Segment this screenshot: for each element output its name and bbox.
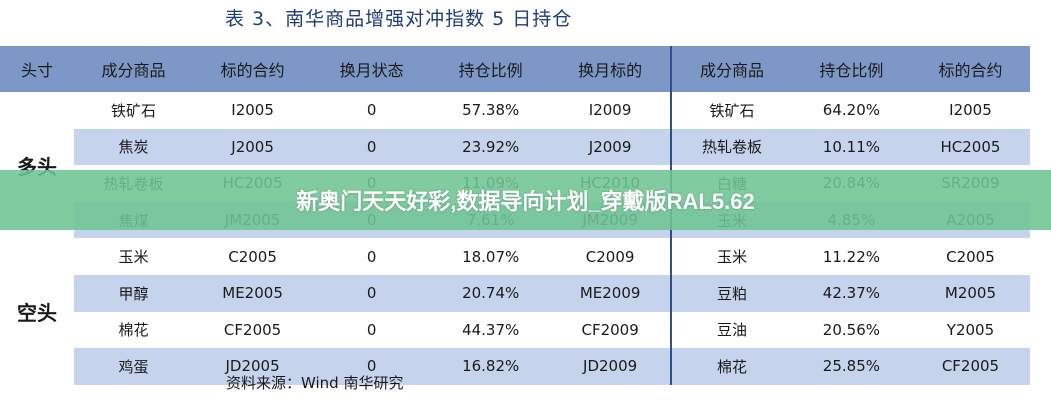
table-cell: J2005 bbox=[193, 128, 313, 166]
header-cell: 换月标的 bbox=[550, 46, 672, 92]
table-row: 焦炭 J2005 0 23.92% J2009 热轧卷板 10.11% HC2005 bbox=[0, 128, 1030, 166]
table-title: 表 3、南华商品增强对冲指数 5 日持仓 bbox=[225, 8, 573, 30]
table-cell: 甲醇 bbox=[74, 274, 194, 312]
header-cell: 持仓比例 bbox=[431, 46, 551, 92]
header-cell: 成分商品 bbox=[74, 46, 194, 92]
header-cell: 头寸 bbox=[0, 46, 74, 92]
table-cell: 0 bbox=[312, 274, 432, 312]
table-cell: 0 bbox=[312, 92, 432, 129]
table-cell: HC2005 bbox=[910, 128, 1030, 166]
table-cell: ME2009 bbox=[550, 274, 672, 312]
table-cell: 16.82% bbox=[431, 348, 551, 385]
table-cell: 0 bbox=[312, 311, 432, 349]
table-cell: 10.11% bbox=[791, 128, 911, 166]
table-cell: JD2005 bbox=[193, 348, 313, 385]
table-cell: 11.22% bbox=[791, 238, 911, 275]
table-cell: Y2005 bbox=[910, 311, 1030, 349]
table-cell: 42.37% bbox=[791, 274, 911, 312]
table-cell: 焦炭 bbox=[74, 128, 194, 166]
table-cell: C2009 bbox=[550, 238, 672, 275]
header-cell: 成分商品 bbox=[670, 46, 792, 92]
table-cell: CF2005 bbox=[193, 311, 313, 349]
table-cell: C2005 bbox=[193, 238, 313, 275]
table-cell: M2005 bbox=[910, 274, 1030, 312]
table-cell: 20.74% bbox=[431, 274, 551, 312]
banner-text: 新奥门天天好彩,数据导向计划_穿戴版RAL5.62 bbox=[296, 189, 755, 214]
table-cell: 玉米 bbox=[670, 238, 792, 275]
table-cell: 0 bbox=[312, 348, 432, 385]
table-cell: 0 bbox=[312, 128, 432, 166]
table-cell: 豆油 bbox=[670, 311, 792, 349]
table-row: 棉花 CF2005 0 44.37% CF2009 豆油 20.56% Y2005 bbox=[0, 311, 1030, 349]
header-cell: 标的合约 bbox=[193, 46, 313, 92]
table-cell: CF2009 bbox=[550, 311, 672, 349]
table-cell: I2005 bbox=[193, 92, 313, 129]
table-cell: 44.37% bbox=[431, 311, 551, 349]
table-cell: 棉花 bbox=[670, 348, 792, 385]
table-cell: 64.20% bbox=[791, 92, 911, 129]
watermark-banner: 新奥门天天好彩,数据导向计划_穿戴版RAL5.62 bbox=[0, 170, 1051, 230]
table-cell: JD2009 bbox=[550, 348, 672, 385]
table-cell: 20.56% bbox=[791, 311, 911, 349]
table-cell: I2009 bbox=[550, 92, 672, 129]
table-cell: 棉花 bbox=[74, 311, 194, 349]
table-row: 甲醇 ME2005 0 20.74% ME2009 豆粕 42.37% M2005 bbox=[0, 274, 1030, 312]
table-cell: 57.38% bbox=[431, 92, 551, 129]
table-cell: 热轧卷板 bbox=[670, 128, 792, 166]
table-cell: 0 bbox=[312, 238, 432, 275]
group-short-label: 空头 bbox=[0, 238, 74, 385]
table-cell: 25.85% bbox=[791, 348, 911, 385]
table-cell: 豆粕 bbox=[670, 274, 792, 312]
header-cell: 标的合约 bbox=[910, 46, 1030, 92]
table-cell: 铁矿石 bbox=[74, 92, 194, 129]
table-header-row: 头寸 成分商品 标的合约 换月状态 持仓比例 换月标的 成分商品 持仓比例 标的… bbox=[0, 46, 1030, 92]
table-cell: CF2005 bbox=[910, 348, 1030, 385]
source-note: 资料来源：Wind 南华研究 bbox=[226, 374, 404, 392]
table-cell: 铁矿石 bbox=[670, 92, 792, 129]
table-cell: ME2005 bbox=[193, 274, 313, 312]
table-cell: I2005 bbox=[910, 92, 1030, 129]
table-cell: 鸡蛋 bbox=[74, 348, 194, 385]
header-cell: 换月状态 bbox=[312, 46, 432, 92]
table-cell: 23.92% bbox=[431, 128, 551, 166]
table-cell: J2009 bbox=[550, 128, 672, 166]
table-row: 空头 玉米 C2005 0 18.07% C2009 玉米 11.22% C2005 bbox=[0, 238, 1030, 385]
header-cell: 持仓比例 bbox=[791, 46, 911, 92]
table-cell: 玉米 bbox=[74, 238, 194, 275]
table-cell: C2005 bbox=[910, 238, 1030, 275]
table-row: 鸡蛋 JD2005 0 16.82% JD2009 棉花 25.85% CF2005 bbox=[0, 348, 1030, 385]
table-row: 多头 铁矿石 I2005 0 57.38% I2009 铁矿石 64.20% I2005 bbox=[0, 92, 1030, 239]
table-cell: 18.07% bbox=[431, 238, 551, 275]
